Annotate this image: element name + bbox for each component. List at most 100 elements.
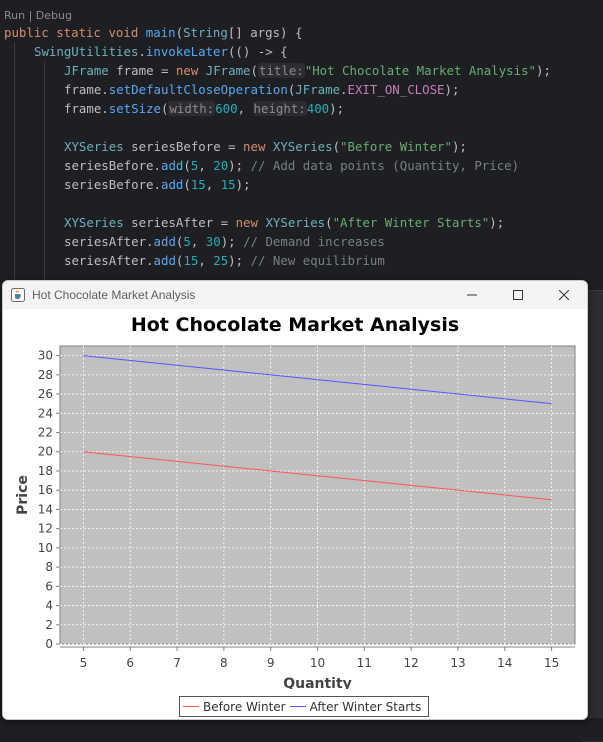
code-token: add xyxy=(160,177,184,192)
code-token: ( xyxy=(175,234,184,249)
code-token: ); xyxy=(220,234,244,249)
legend-item: After Winter Starts xyxy=(289,699,422,714)
legend-item: Before Winter xyxy=(183,700,286,714)
close-button[interactable] xyxy=(541,281,587,309)
x-tick-label: 6 xyxy=(126,656,134,670)
code-token: ( xyxy=(332,139,341,154)
code-line[interactable]: frame.setSize(width:600, height:400); xyxy=(64,99,344,118)
window-title: Hot Chocolate Market Analysis xyxy=(32,288,196,302)
code-line[interactable]: public static void main(String[] args) { xyxy=(4,23,302,42)
code-line[interactable]: seriesBefore.add(5, 20); // Add data poi… xyxy=(64,156,519,175)
code-token: XYSeries xyxy=(272,139,333,154)
code-line[interactable]: XYSeries seriesBefore = new XYSeries("Be… xyxy=(64,137,467,156)
code-token: 15 xyxy=(190,177,206,192)
y-tick-label: 14 xyxy=(38,502,53,516)
x-tick-label: 10 xyxy=(310,656,325,670)
code-token: ( xyxy=(183,158,191,173)
code-line[interactable]: frame.setDefaultCloseOperation(JFrame.EX… xyxy=(64,80,459,99)
x-tick-label: 15 xyxy=(544,656,559,670)
code-token: seriesAfter. xyxy=(64,234,154,249)
y-tick-label: 30 xyxy=(38,349,53,363)
code-token: 15 xyxy=(183,253,199,268)
code-token: frame. xyxy=(64,82,109,97)
code-token: , xyxy=(190,234,206,249)
legend-label: Before Winter xyxy=(203,699,286,714)
code-token: . xyxy=(138,44,146,59)
code-token: frame. xyxy=(64,101,109,116)
code-token: XYSeries xyxy=(265,215,326,230)
code-token: ( xyxy=(325,215,333,230)
code-token: height: xyxy=(252,101,307,116)
run-debug-hint[interactable]: Run | Debug xyxy=(4,9,72,22)
chart-legend: Before Winter After Winter Starts xyxy=(179,696,430,717)
y-tick-label: 0 xyxy=(45,637,53,651)
code-line[interactable]: XYSeries seriesAfter = new XYSeries("Aft… xyxy=(64,213,504,232)
code-token: frame = xyxy=(108,63,176,78)
code-line[interactable]: JFrame frame = new JFrame(title:"Hot Cho… xyxy=(64,61,551,80)
code-token: "Hot Chocolate Market Analysis" xyxy=(304,63,537,78)
code-token: [] args) { xyxy=(227,25,303,40)
code-token: ); xyxy=(235,177,251,192)
y-tick-label: 4 xyxy=(45,599,53,613)
close-icon xyxy=(559,290,569,300)
code-token: // New equilibrium xyxy=(250,253,385,268)
code-token: width: xyxy=(168,101,216,116)
code-token: ( xyxy=(160,101,169,116)
code-token: JFrame xyxy=(205,63,251,78)
code-token: "After Winter Starts" xyxy=(332,215,490,230)
code-token: 5 xyxy=(190,158,199,173)
y-tick-label: 22 xyxy=(38,426,53,440)
code-token: ); xyxy=(536,63,551,78)
maximize-button[interactable] xyxy=(495,281,541,309)
x-tick-label: 5 xyxy=(80,656,88,670)
code-token: seriesBefore = xyxy=(123,139,244,154)
y-tick-label: 10 xyxy=(38,541,53,555)
window-titlebar[interactable]: Hot Chocolate Market Analysis xyxy=(3,281,587,309)
code-token: invokeLater xyxy=(145,44,228,59)
code-line[interactable]: seriesBefore.add(15, 15); xyxy=(64,175,251,194)
code-line[interactable]: SwingUtilities.invokeLater(() -> { xyxy=(34,42,288,61)
editor-right-gutter xyxy=(583,290,603,742)
y-tick-label: 8 xyxy=(45,560,53,574)
x-tick-label: 12 xyxy=(403,656,418,670)
code-token: add xyxy=(160,158,184,173)
code-token: seriesAfter. xyxy=(64,253,154,268)
code-token: ( xyxy=(175,25,184,40)
x-tick-label: 7 xyxy=(173,656,181,670)
code-token: title: xyxy=(257,63,305,78)
indent-guide xyxy=(44,61,45,290)
code-line[interactable]: seriesAfter.add(5, 30); // Demand increa… xyxy=(64,232,385,251)
y-axis-label: Price xyxy=(15,475,31,515)
code-token: public xyxy=(4,25,57,40)
y-tick-label: 12 xyxy=(38,522,53,536)
code-token: ); xyxy=(451,139,467,154)
legend-label: After Winter Starts xyxy=(309,699,422,714)
code-token: ( xyxy=(175,253,184,268)
x-axis-label: Quantity xyxy=(283,676,352,689)
y-tick-label: 2 xyxy=(45,618,53,632)
minimize-icon xyxy=(467,294,477,296)
y-tick-label: 16 xyxy=(38,483,53,497)
code-token: 25 xyxy=(213,253,229,268)
series-line-1 xyxy=(83,355,552,405)
code-line[interactable]: seriesAfter.add(15, 25); // New equilibr… xyxy=(64,251,385,270)
code-token: , xyxy=(205,177,221,192)
chart-title: Hot Chocolate Market Analysis xyxy=(130,314,460,336)
code-token: void xyxy=(108,25,146,40)
code-token: , xyxy=(198,158,214,173)
minimize-button[interactable] xyxy=(449,281,495,309)
code-token: XYSeries xyxy=(64,215,124,230)
x-tick-label: 11 xyxy=(357,656,372,670)
y-tick-label: 26 xyxy=(38,387,53,401)
code-token: ); xyxy=(228,253,251,268)
y-tick-label: 6 xyxy=(45,579,53,593)
code-token: 400 xyxy=(306,101,330,116)
y-tick-label: 18 xyxy=(38,464,53,478)
chart-panel: Hot Chocolate Market Analysis 0 2 4 6 8 10 12 1… xyxy=(3,309,587,719)
code-token: seriesBefore. xyxy=(64,177,161,192)
code-token: 30 xyxy=(205,234,221,249)
y-tick-label: 28 xyxy=(38,368,53,382)
x-tick-label: 8 xyxy=(220,656,228,670)
legend-swatch xyxy=(289,706,306,707)
editor-bottom-area xyxy=(0,718,603,741)
